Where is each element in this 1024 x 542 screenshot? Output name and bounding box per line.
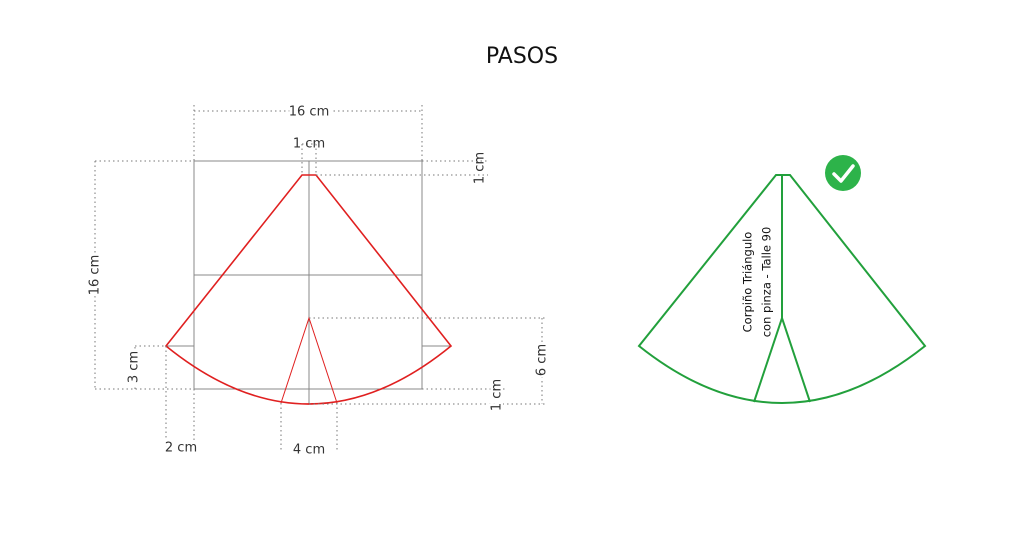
piece-label: con pinza - Talle 90 xyxy=(760,227,774,338)
label-halo: 16 cm xyxy=(289,105,330,120)
piece-label: Corpiño Triángulo xyxy=(741,232,755,333)
title: PASOS xyxy=(486,44,558,69)
dimension-label: 6 cm xyxy=(535,344,550,376)
dimension-label: 1 cm xyxy=(490,379,505,411)
dimension-label: 2 cm xyxy=(165,441,197,456)
dimension-label: 16 cm xyxy=(88,255,103,296)
dimension-label: 1 cm xyxy=(473,152,488,184)
pattern-construction xyxy=(94,105,545,452)
dimension-label: 4 cm xyxy=(293,443,325,458)
dimension-label: 1 cm xyxy=(293,137,325,152)
dimension-label: 3 cm xyxy=(127,351,142,383)
finished-piece xyxy=(637,155,927,404)
dimension-label: 16 cm xyxy=(289,105,330,120)
